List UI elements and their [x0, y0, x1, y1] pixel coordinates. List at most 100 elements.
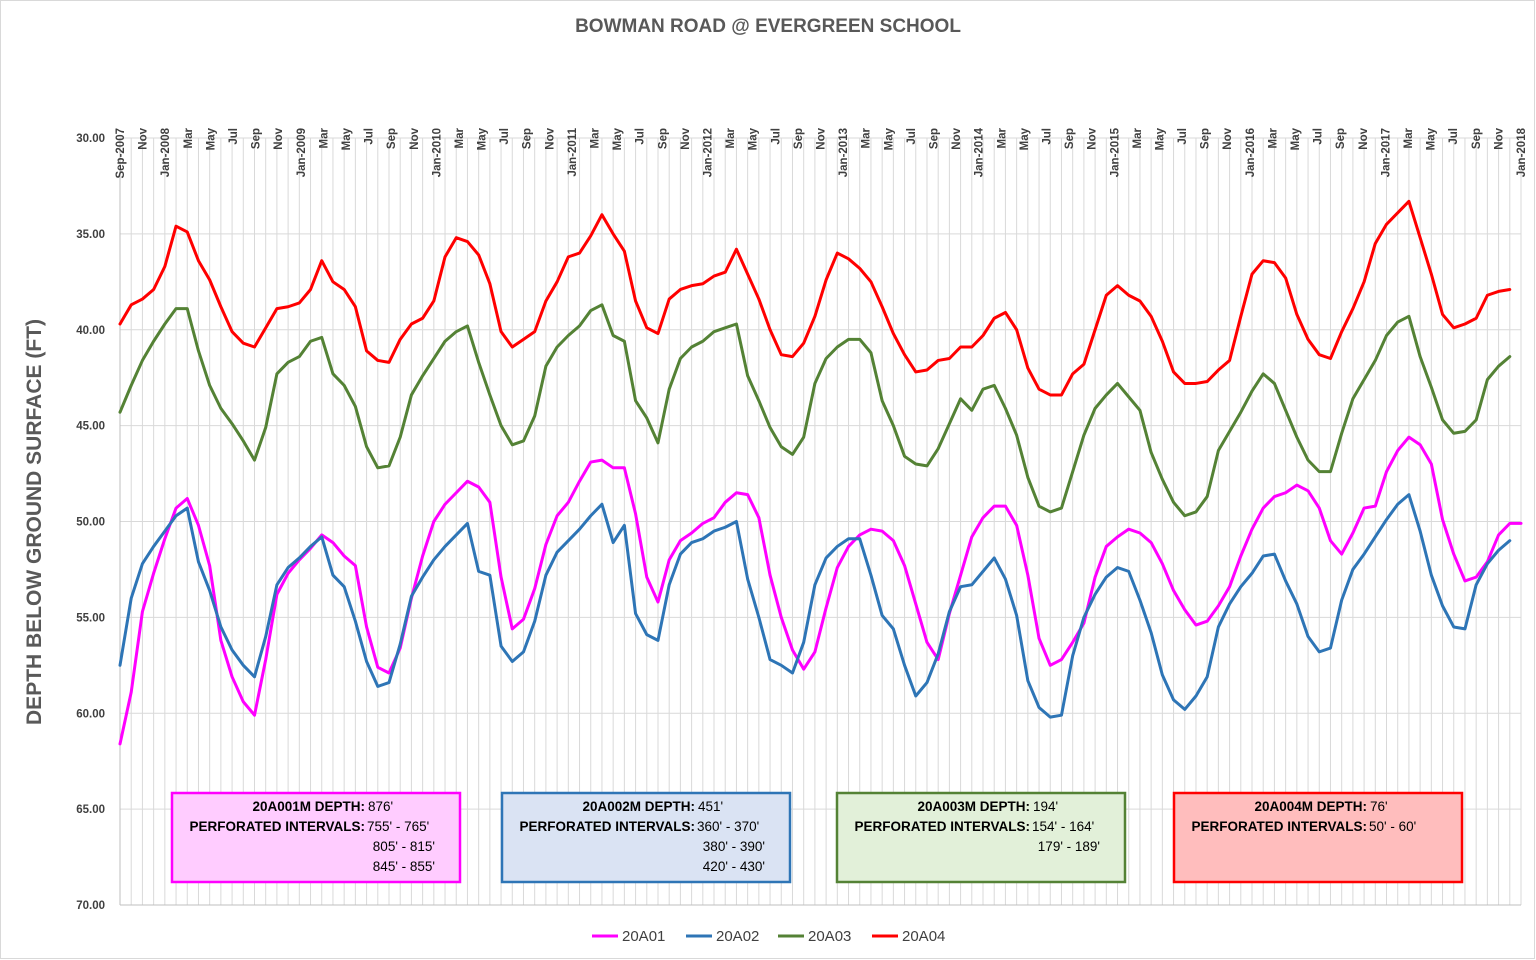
- x-tick-label: Mar: [1403, 127, 1415, 148]
- x-tick-label: Sep: [793, 128, 805, 149]
- y-tick-label: 35.00: [76, 229, 105, 241]
- x-tick-label: Mar: [861, 127, 873, 148]
- x-tick-label: Sep: [1064, 128, 1076, 149]
- x-tick-label: Nov: [273, 127, 285, 149]
- x-tick-label: Sep: [1335, 128, 1347, 149]
- gridlines: [119, 137, 1522, 906]
- x-tick-label: Nov: [409, 127, 421, 149]
- legend-label: 20A03: [808, 928, 851, 945]
- y-tick-label: 55.00: [76, 612, 105, 624]
- annotation-interval-value: 179' - 189': [1038, 839, 1100, 854]
- legend-label: 20A04: [902, 928, 945, 945]
- y-tick-label: 60.00: [76, 708, 105, 720]
- x-tick-label: Nov: [138, 127, 150, 149]
- x-tick-label: Mar: [725, 127, 737, 148]
- x-axis-ticks: Sep-2007 Nov Jan-2008 Mar May Jul Sep Nov Jan-20…: [115, 127, 1528, 178]
- x-tick-label: Sep: [251, 128, 263, 149]
- legend-item-20A02: 20A02: [686, 928, 759, 945]
- series-lines: [118, 199, 1523, 746]
- annotation-interval-value: 50' - 60': [1369, 819, 1416, 834]
- annotation-rect: [1172, 791, 1464, 884]
- annotation-box-20A002M: 20A002M DEPTH: 451'PERFORATED INTERVALS: 3…: [500, 791, 792, 884]
- annotation-box-20A004M: 20A004M DEPTH: 76'PERFORATED INTERVALS: 50…: [1172, 791, 1464, 884]
- annotation-depth-value: 76': [1370, 799, 1388, 814]
- annotation-interval-value: 154' - 164': [1032, 819, 1094, 834]
- x-tick-label: Jan-2009: [296, 128, 308, 177]
- x-tick-label: May: [477, 127, 489, 150]
- series-line-20A03: [118, 303, 1512, 518]
- x-tick-label: Nov: [816, 127, 828, 149]
- x-tick-label: Jul: [1448, 128, 1460, 145]
- series-line-20A02: [118, 493, 1512, 719]
- legend-item-20A01: 20A01: [592, 928, 665, 945]
- x-tick-label: May: [1019, 127, 1031, 150]
- annotation-intervals-label: PERFORATED INTERVALS:: [1191, 819, 1367, 834]
- y-tick-label: 65.00: [76, 804, 105, 816]
- x-tick-label: Jan-2016: [1245, 128, 1257, 177]
- y-tick-label: 45.00: [76, 421, 105, 433]
- annotation-interval-value: 845' - 855': [373, 859, 435, 874]
- x-tick-label: Jan-2015: [1109, 127, 1121, 177]
- x-tick-label: Jan-2017: [1380, 128, 1392, 177]
- annotation-depth-label: 20A001M DEPTH:: [252, 799, 365, 814]
- x-tick-label: Mar: [318, 127, 330, 148]
- x-tick-label: May: [1290, 127, 1302, 150]
- x-tick-label: Jan-2011: [567, 127, 579, 176]
- annotation-intervals-label: PERFORATED INTERVALS:: [189, 819, 365, 834]
- annotation-depth-label: 20A004M DEPTH:: [1254, 799, 1367, 814]
- y-tick-label: 70.00: [76, 900, 105, 912]
- x-tick-label: Jul: [1177, 128, 1189, 145]
- well-annotations: 20A001M DEPTH: 876'PERFORATED INTERVALS: 7…: [170, 791, 1464, 884]
- x-tick-label: May: [205, 127, 217, 150]
- x-tick-label: Nov: [1222, 127, 1234, 149]
- x-tick-label: Jan-2018: [1516, 127, 1528, 177]
- x-tick-label: Sep: [1471, 128, 1483, 149]
- legend-label: 20A01: [622, 928, 665, 945]
- y-tick-label: 30.00: [76, 133, 105, 145]
- annotation-depth-label: 20A002M DEPTH:: [582, 799, 695, 814]
- x-tick-label: Mar: [183, 127, 195, 148]
- x-tick-label: Mar: [1267, 127, 1279, 148]
- annotation-interval-value: 420' - 430': [703, 859, 765, 874]
- annotation-rect: [170, 791, 462, 884]
- x-tick-label: Nov: [680, 127, 692, 149]
- annotation-intervals-label: PERFORATED INTERVALS:: [519, 819, 695, 834]
- legend-item-20A04: 20A04: [872, 928, 945, 945]
- x-tick-label: Jul: [364, 128, 376, 145]
- x-tick-label: Jul: [906, 128, 918, 145]
- annotation-rect: [835, 791, 1127, 884]
- x-tick-label: May: [612, 127, 624, 150]
- chart-title: BOWMAN ROAD @ EVERGREEN SCHOOL: [575, 16, 961, 37]
- x-tick-label: Sep-2007: [115, 128, 127, 179]
- x-tick-label: Jul: [499, 128, 511, 145]
- series-line-20A01: [118, 435, 1523, 746]
- x-tick-label: Sep: [386, 128, 398, 149]
- annotation-rect: [500, 791, 792, 884]
- annotation-box-20A001M: 20A001M DEPTH: 876'PERFORATED INTERVALS: 7…: [170, 791, 462, 884]
- annotation-interval-value: 755' - 765': [367, 819, 429, 834]
- annotation-interval-value: 380' - 390': [703, 839, 765, 854]
- x-tick-label: Jan-2008: [160, 127, 172, 177]
- x-tick-label: Sep: [928, 128, 940, 149]
- annotation-depth-value: 876': [368, 799, 393, 814]
- x-tick-label: Mar: [590, 127, 602, 148]
- y-tick-label: 50.00: [76, 517, 105, 529]
- annotation-intervals-label: PERFORATED INTERVALS:: [854, 819, 1030, 834]
- y-tick-label: 40.00: [76, 325, 105, 337]
- x-tick-label: Nov: [951, 127, 963, 149]
- annotation-depth-label: 20A003M DEPTH:: [917, 799, 1030, 814]
- legend: 20A01 20A02 20A03 20A04: [592, 928, 945, 945]
- x-tick-label: Nov: [1358, 127, 1370, 149]
- x-tick-label: Jul: [1313, 128, 1325, 145]
- y-axis-label: DEPTH BELOW GROUND SURFACE (FT): [23, 319, 46, 725]
- x-tick-label: Jul: [770, 128, 782, 145]
- annotation-depth-value: 451': [698, 799, 723, 814]
- x-tick-label: Nov: [1493, 127, 1505, 149]
- x-tick-label: Mar: [454, 127, 466, 148]
- annotation-box-20A003M: 20A003M DEPTH: 194'PERFORATED INTERVALS: 1…: [835, 791, 1127, 884]
- x-tick-label: May: [748, 127, 760, 150]
- annotation-interval-value: 360' - 370': [697, 819, 759, 834]
- x-tick-label: Jan-2013: [838, 128, 850, 177]
- x-tick-label: Sep: [657, 128, 669, 149]
